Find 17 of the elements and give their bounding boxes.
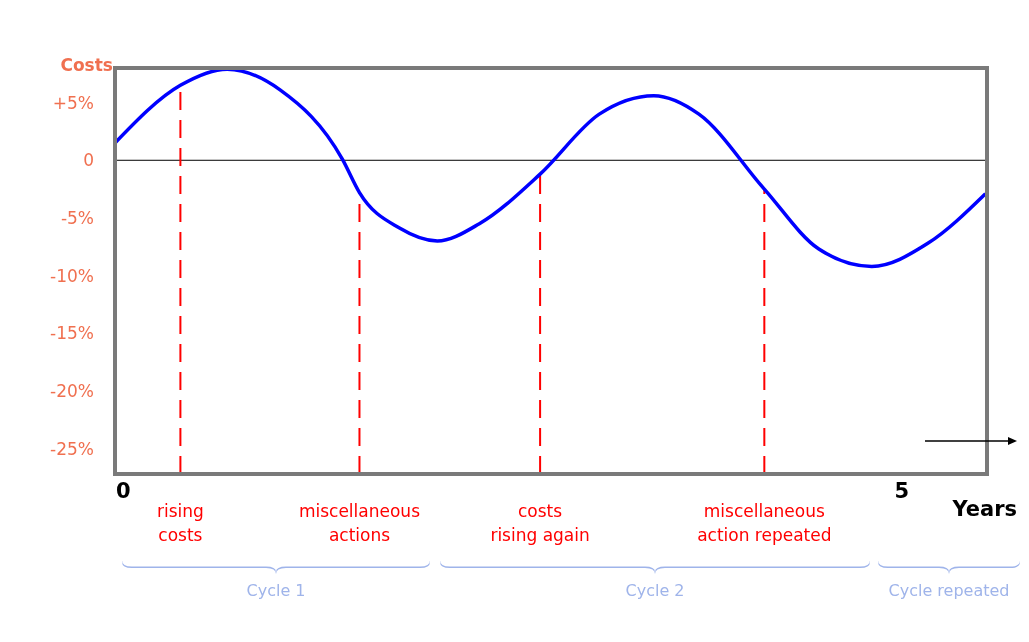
y-tick-label: 0 <box>83 150 94 171</box>
y-tick-label: -10% <box>50 265 94 286</box>
ref-line-label: rising costs <box>156 501 204 545</box>
y-tick-label: -5% <box>60 207 94 228</box>
text: Cycle repeated <box>888 581 1010 600</box>
text: Cycle 2 <box>625 581 685 600</box>
ref-line-label: miscellaneous action repeated <box>697 501 832 545</box>
x-tick-label: 5 <box>894 478 910 503</box>
ref-line-label: costs rising again <box>490 501 590 545</box>
ref-line-label: miscellaneous actions <box>298 501 421 545</box>
y-tick-label: -15% <box>50 323 94 344</box>
y-axis-title: Costs <box>60 55 113 75</box>
y-tick-label: -20% <box>50 380 94 401</box>
x-axis-title: Years <box>951 497 1017 521</box>
text: Cycle 1 <box>246 581 306 600</box>
y-tick-label: -25% <box>50 438 94 459</box>
y-tick-label: +5% <box>52 92 94 113</box>
